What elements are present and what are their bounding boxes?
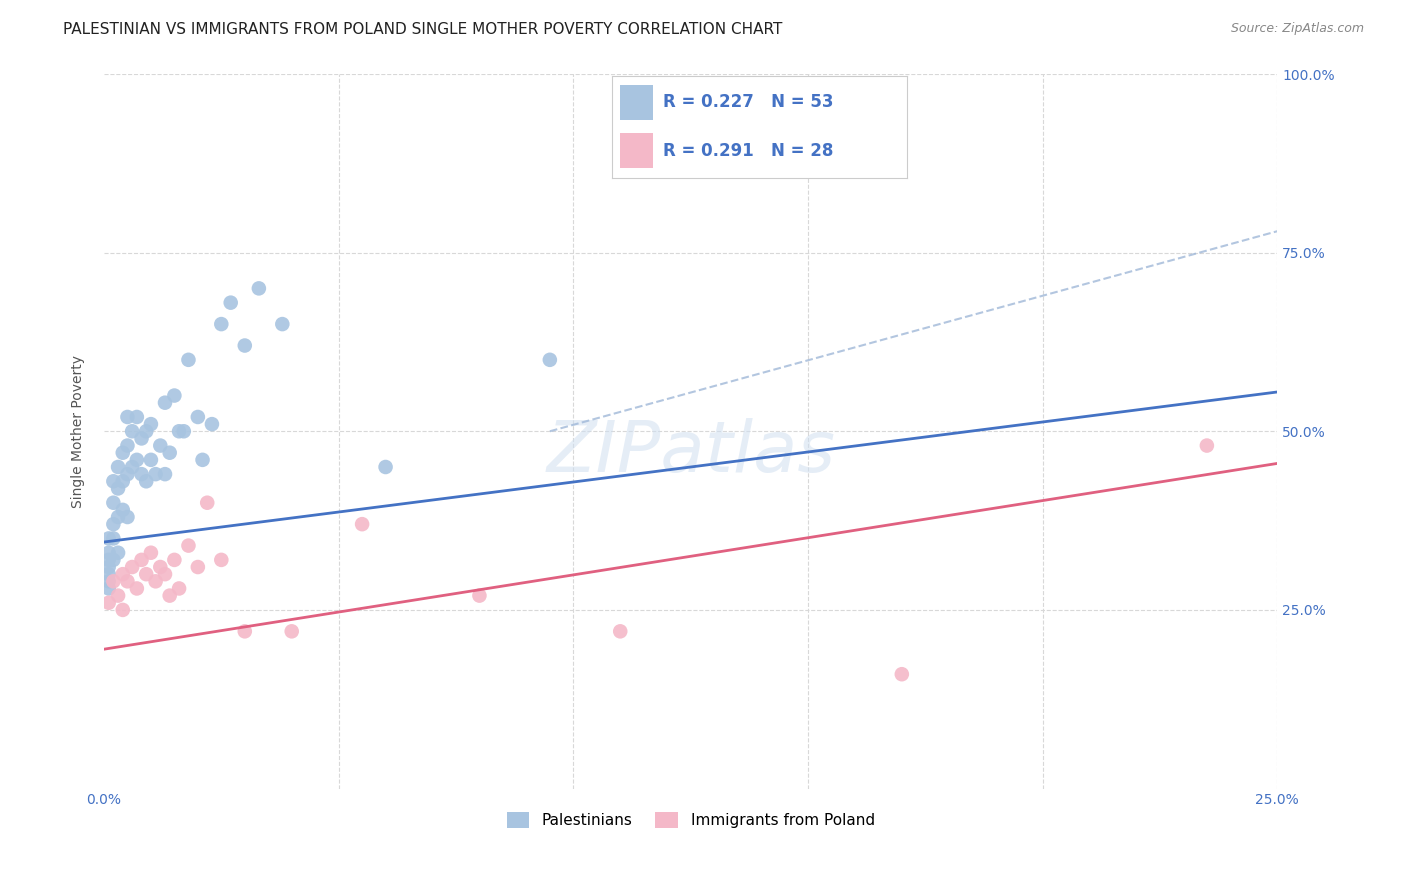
Text: R = 0.227   N = 53: R = 0.227 N = 53 [664, 94, 834, 112]
Point [468, 589, 491, 603]
Point [177, 352, 200, 367]
Text: R = 0.291   N = 28: R = 0.291 N = 28 [664, 142, 834, 160]
Point [173, 424, 195, 438]
Point [145, 467, 167, 482]
Point [107, 510, 129, 524]
Point [135, 475, 157, 489]
Point [121, 424, 143, 438]
Point [219, 295, 242, 310]
Point [153, 567, 176, 582]
Point [117, 409, 139, 424]
Point [187, 409, 209, 424]
Point [97, 553, 120, 567]
Point [107, 460, 129, 475]
Point [103, 517, 125, 532]
Point [233, 624, 256, 639]
Point [103, 496, 125, 510]
Point [167, 424, 190, 438]
Point [131, 553, 153, 567]
Point [139, 546, 162, 560]
Point [111, 446, 134, 460]
Point [103, 574, 125, 589]
Point [125, 582, 148, 596]
Point [111, 567, 134, 582]
Point [149, 439, 172, 453]
Point [125, 409, 148, 424]
Point [97, 574, 120, 589]
Point [107, 482, 129, 496]
Point [111, 603, 134, 617]
Point [374, 460, 396, 475]
Point [103, 532, 125, 546]
Point [131, 467, 153, 482]
Point [117, 510, 139, 524]
Point [890, 667, 912, 681]
Point [103, 475, 125, 489]
Point [117, 574, 139, 589]
Y-axis label: Single Mother Poverty: Single Mother Poverty [72, 355, 86, 508]
Point [111, 503, 134, 517]
Point [103, 553, 125, 567]
Legend: Palestinians, Immigrants from Poland: Palestinians, Immigrants from Poland [501, 806, 880, 835]
Point [280, 624, 302, 639]
Point [209, 553, 232, 567]
Point [195, 496, 218, 510]
Point [121, 560, 143, 574]
Point [125, 453, 148, 467]
Point [538, 352, 561, 367]
Point [139, 453, 162, 467]
Point [159, 446, 181, 460]
Point [191, 453, 214, 467]
Point [107, 589, 129, 603]
Point [149, 560, 172, 574]
Text: ZIPatlas: ZIPatlas [546, 418, 835, 487]
Point [153, 395, 176, 409]
Point [352, 517, 374, 532]
FancyBboxPatch shape [620, 85, 652, 120]
Point [163, 388, 186, 402]
Point [139, 417, 162, 431]
Point [97, 582, 120, 596]
Point [97, 596, 120, 610]
Point [187, 560, 209, 574]
Point [97, 567, 120, 582]
Point [167, 582, 190, 596]
Point [121, 460, 143, 475]
Point [209, 317, 232, 331]
Point [117, 467, 139, 482]
Point [159, 589, 181, 603]
Point [97, 560, 120, 574]
Point [111, 475, 134, 489]
Point [117, 439, 139, 453]
Point [609, 624, 631, 639]
Text: PALESTINIAN VS IMMIGRANTS FROM POLAND SINGLE MOTHER POVERTY CORRELATION CHART: PALESTINIAN VS IMMIGRANTS FROM POLAND SI… [63, 22, 783, 37]
Text: Source: ZipAtlas.com: Source: ZipAtlas.com [1230, 22, 1364, 36]
Point [145, 574, 167, 589]
Point [1195, 439, 1218, 453]
Point [135, 424, 157, 438]
Point [97, 546, 120, 560]
Point [201, 417, 224, 431]
Point [271, 317, 294, 331]
Point [107, 546, 129, 560]
FancyBboxPatch shape [620, 133, 652, 168]
Point [820, 160, 842, 174]
Point [131, 432, 153, 446]
Point [97, 532, 120, 546]
Point [247, 281, 270, 295]
Point [163, 553, 186, 567]
Point [233, 338, 256, 352]
Point [177, 539, 200, 553]
Point [135, 567, 157, 582]
Point [153, 467, 176, 482]
